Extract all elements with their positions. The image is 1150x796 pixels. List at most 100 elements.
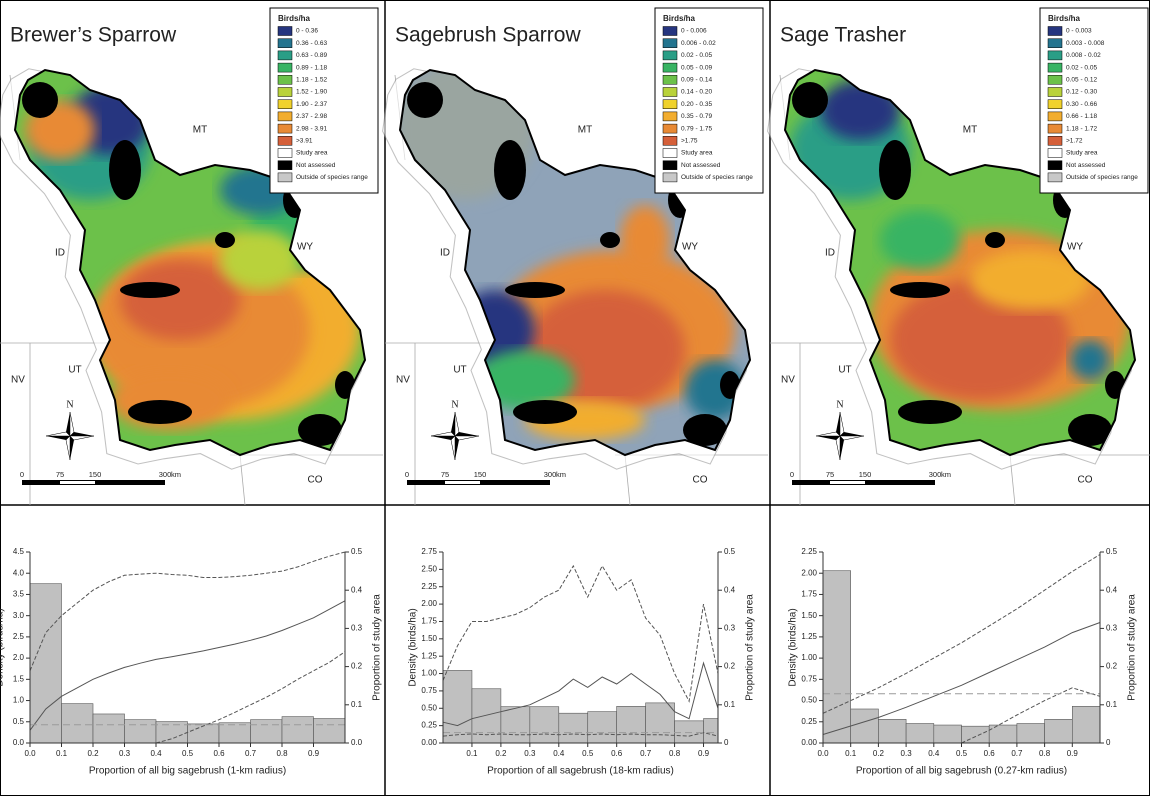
state-label: WY bbox=[297, 242, 313, 253]
map-title: Brewer’s Sparrow bbox=[10, 24, 177, 47]
state-label: UT bbox=[68, 365, 81, 376]
scale-label: 0 bbox=[790, 470, 794, 479]
legend-label: 0.003 - 0.008 bbox=[1066, 40, 1105, 47]
legend-swatch bbox=[1047, 148, 1063, 158]
axes bbox=[442, 552, 719, 744]
legend-label: >3.91 bbox=[296, 138, 313, 145]
y2-tick-label: 0.4 bbox=[351, 585, 363, 594]
legend-label: Study area bbox=[296, 150, 328, 157]
y-tick-label: 1.25 bbox=[421, 651, 437, 660]
legend-label: 0.05 - 0.12 bbox=[1066, 77, 1097, 84]
scale-label: 75 bbox=[56, 470, 64, 479]
histogram-bar bbox=[587, 711, 617, 744]
y-tick-label: 2.00 bbox=[421, 599, 437, 608]
not-assessed-area bbox=[494, 140, 526, 200]
histogram-bar bbox=[250, 719, 283, 744]
histogram-bar bbox=[155, 721, 188, 744]
x-tick-label: 0.9 bbox=[1067, 749, 1079, 758]
y-tick-label: 1.5 bbox=[13, 674, 25, 683]
y2-tick-label: 0.3 bbox=[724, 624, 736, 633]
y2-axis-title: Proportion of study area bbox=[372, 594, 383, 701]
legend-swatch bbox=[1047, 38, 1063, 48]
y-tick-label: 0.75 bbox=[801, 674, 817, 683]
state-label: NV bbox=[11, 375, 25, 386]
y2-tick-label: 0.2 bbox=[1106, 662, 1118, 671]
y2-tick-label: 0.4 bbox=[724, 585, 736, 594]
x-tick-label: 0.0 bbox=[24, 749, 36, 758]
x-tick-label: 0.3 bbox=[524, 749, 536, 758]
y2-tick-label: 0.5 bbox=[1106, 547, 1118, 556]
map-title: Sage Trasher bbox=[780, 24, 906, 47]
y-tick-label: 1.0 bbox=[13, 696, 25, 705]
y-tick-label: 2.50 bbox=[421, 564, 437, 573]
density-line bbox=[442, 564, 719, 703]
legend-label: 0.02 - 0.05 bbox=[681, 52, 712, 59]
y2-tick-label: 0.2 bbox=[724, 662, 736, 671]
legend-swatch bbox=[277, 148, 293, 158]
histogram-bar bbox=[281, 716, 314, 744]
north-label: N bbox=[66, 399, 73, 410]
legend-label: Outside of species range bbox=[681, 174, 753, 181]
north-label: N bbox=[451, 399, 458, 410]
y-tick-label: 1.25 bbox=[801, 632, 817, 641]
legend-swatch bbox=[1047, 75, 1063, 85]
y2-tick-label: 0.2 bbox=[351, 662, 363, 671]
state-label: NV bbox=[781, 375, 795, 386]
legend-swatch bbox=[1047, 87, 1063, 97]
state-label: MT bbox=[963, 125, 977, 136]
legend-label: Study area bbox=[1066, 150, 1098, 157]
density-line bbox=[442, 661, 719, 727]
not-assessed-area bbox=[985, 232, 1005, 248]
x-tick-label: 0.3 bbox=[901, 749, 913, 758]
histogram-bar bbox=[1071, 706, 1101, 744]
legend-swatch bbox=[1047, 99, 1063, 109]
not-assessed-area bbox=[513, 400, 577, 424]
histogram-bar bbox=[616, 706, 646, 744]
histogram-bar bbox=[988, 724, 1018, 744]
map-title: Sagebrush Sparrow bbox=[395, 24, 581, 47]
histogram-bar bbox=[878, 719, 907, 744]
legend-swatch bbox=[662, 50, 678, 61]
y-tick-label: 1.50 bbox=[421, 634, 437, 643]
legend-swatch bbox=[662, 75, 678, 85]
legend-swatch bbox=[662, 123, 678, 134]
legend-label: 0.30 - 0.66 bbox=[1066, 101, 1097, 108]
north-arrow-light bbox=[815, 411, 865, 461]
legend-label: >1.75 bbox=[681, 138, 698, 145]
legend-label: 1.18 - 1.72 bbox=[1066, 125, 1097, 132]
x-tick-label: 0.4 bbox=[928, 749, 940, 758]
x-tick-label: 0.4 bbox=[553, 749, 565, 758]
legend-swatch bbox=[662, 148, 678, 158]
histogram-bar bbox=[703, 718, 719, 744]
x-tick-label: 0.8 bbox=[1039, 749, 1051, 758]
density-line bbox=[961, 687, 1101, 744]
scale-label: 150 bbox=[89, 470, 102, 479]
legend-label: 2.37 - 2.98 bbox=[296, 113, 327, 120]
histogram-bar bbox=[961, 725, 990, 744]
not-assessed-area bbox=[109, 140, 141, 200]
legend-swatch bbox=[662, 111, 678, 122]
legend-label: 1.52 - 1.90 bbox=[296, 89, 327, 96]
y2-tick-label: 0 bbox=[724, 738, 729, 747]
state-label: ID bbox=[825, 248, 835, 259]
scale-label: 0 bbox=[405, 470, 409, 479]
legend-label: 0.008 - 0.02 bbox=[1066, 52, 1101, 59]
y-tick-label: 2.75 bbox=[421, 547, 437, 556]
y-tick-label: 3.0 bbox=[13, 611, 25, 620]
scale-label: 75 bbox=[441, 470, 449, 479]
y-tick-label: 0.00 bbox=[421, 738, 437, 747]
north-label: N bbox=[836, 399, 843, 410]
legend-label: 2.98 - 3.91 bbox=[296, 125, 327, 132]
legend-swatch bbox=[277, 62, 293, 73]
histogram-bar bbox=[645, 702, 675, 744]
histogram-bar bbox=[500, 706, 531, 744]
north-arrow-light bbox=[45, 411, 95, 461]
map-surface bbox=[15, 70, 365, 455]
x-tick-label: 0.9 bbox=[698, 749, 710, 758]
histogram-bar bbox=[905, 723, 935, 744]
histogram-bar bbox=[1044, 719, 1073, 744]
state-label: CO bbox=[693, 475, 708, 486]
legend-label: 1.90 - 2.37 bbox=[296, 101, 327, 108]
state-label: CO bbox=[1078, 475, 1093, 486]
legend-swatch bbox=[277, 50, 293, 61]
